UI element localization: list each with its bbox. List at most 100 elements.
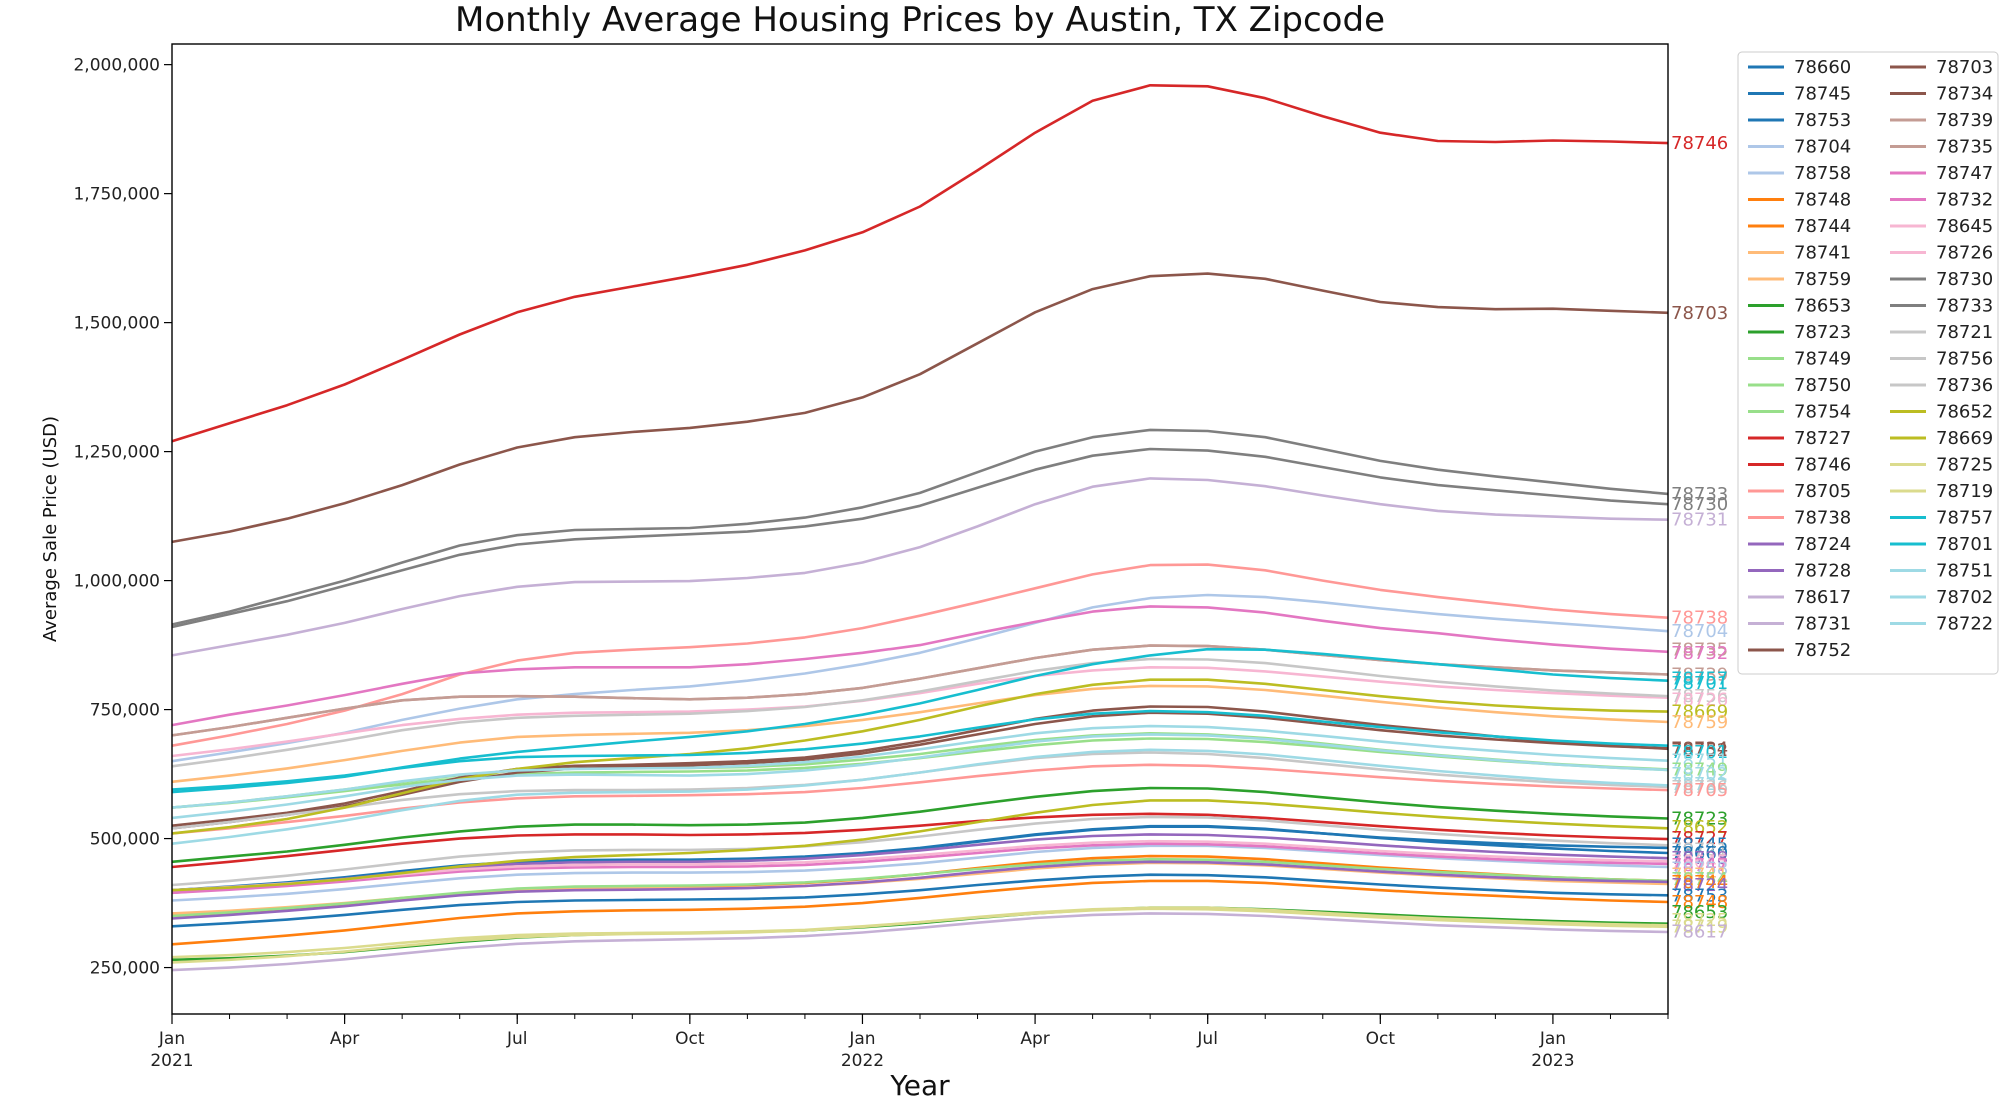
y-tick-label: 1,000,000 — [73, 572, 160, 592]
legend-label-78745: 78745 — [1794, 84, 1851, 105]
y-tick-label: 1,250,000 — [73, 443, 160, 463]
series-line-78744 — [171, 854, 1669, 918]
legend-label-78730: 78730 — [1936, 269, 1993, 290]
end-label-78732: 78732 — [1671, 643, 1728, 664]
legend-label-78735: 78735 — [1936, 137, 1993, 158]
series-line-78746 — [171, 84, 1669, 443]
legend-label-78747: 78747 — [1936, 163, 1993, 184]
series-line-78756 — [171, 657, 1669, 768]
legend-label-78741: 78741 — [1794, 243, 1851, 264]
end-label-78721: 78721 — [1671, 839, 1728, 860]
end-label-78754: 78754 — [1671, 869, 1728, 890]
legend-label-78733: 78733 — [1936, 296, 1993, 317]
end-label-78752: 78752 — [1671, 740, 1728, 761]
legend-label-78748: 78748 — [1794, 190, 1851, 211]
x-tick-label: Apr — [1020, 1029, 1049, 1049]
legend-label-78722: 78722 — [1936, 614, 1993, 635]
x-tick-year-label: 2021 — [150, 1051, 193, 1071]
legend-label-78705: 78705 — [1794, 481, 1851, 502]
x-tick-label: Oct — [1366, 1029, 1396, 1049]
legend-box — [1737, 51, 1999, 675]
end-label-78727: 78727 — [1671, 828, 1728, 849]
legend-label-78725: 78725 — [1936, 455, 1993, 476]
x-tick-year-label: 2023 — [1531, 1051, 1574, 1071]
series-line-78701 — [171, 709, 1669, 791]
series-line-78726 — [171, 666, 1669, 758]
legend-label-78732: 78732 — [1936, 190, 1993, 211]
series-line-78724 — [171, 860, 1669, 920]
legend-label-78736: 78736 — [1936, 375, 1993, 396]
end-label-78739: 78739 — [1671, 665, 1728, 686]
legend-label-78754: 78754 — [1794, 402, 1851, 423]
end-label-78753: 78753 — [1671, 885, 1728, 906]
series-line-78703 — [171, 272, 1669, 544]
end-label-78725: 78725 — [1671, 910, 1728, 931]
end-label-78703: 78703 — [1671, 303, 1728, 324]
y-tick-label: 250,000 — [90, 959, 160, 979]
series-line-78748 — [171, 879, 1669, 946]
x-axis-label: Year — [889, 1069, 950, 1102]
legend-label-78746: 78746 — [1794, 455, 1851, 476]
legend-label-78660: 78660 — [1794, 57, 1851, 78]
series-line-78753 — [171, 873, 1669, 928]
end-label-78748: 78748 — [1671, 892, 1728, 913]
end-label-78733: 78733 — [1671, 484, 1728, 505]
end-label-78747: 78747 — [1671, 855, 1728, 876]
end-label-78746: 78746 — [1671, 133, 1728, 154]
x-tick-label: Apr — [330, 1029, 359, 1049]
series-line-78702 — [171, 733, 1669, 820]
end-label-78735: 78735 — [1671, 640, 1728, 661]
series-layer — [171, 84, 1669, 972]
end-label-78660: 78660 — [1671, 843, 1728, 864]
x-tick-label: Jul — [1196, 1029, 1218, 1049]
y-axis-label: Average Sale Price (USD) — [40, 416, 61, 642]
legend-label-78724: 78724 — [1794, 534, 1851, 555]
legend-label-78645: 78645 — [1936, 216, 1993, 237]
legend-label-78702: 78702 — [1936, 587, 1993, 608]
series-line-78752 — [171, 705, 1669, 827]
series-line-78759 — [171, 684, 1669, 784]
legend-label-78701: 78701 — [1936, 534, 1993, 555]
end-label-78723: 78723 — [1671, 808, 1728, 829]
end-label-78749: 78749 — [1671, 759, 1728, 780]
y-tick-label: 1,500,000 — [73, 314, 160, 334]
y-tick-label: 1,750,000 — [73, 185, 160, 205]
legend-label-78744: 78744 — [1794, 216, 1851, 237]
x-tick-year-label: 2022 — [841, 1051, 884, 1071]
legend-label-78704: 78704 — [1794, 137, 1851, 158]
end-label-78730: 78730 — [1671, 494, 1728, 515]
legend-label-78753: 78753 — [1794, 110, 1851, 131]
legend-label-78617: 78617 — [1794, 587, 1851, 608]
end-label-78653: 78653 — [1671, 902, 1728, 923]
legend-label-78721: 78721 — [1936, 322, 1993, 343]
series-line-78645 — [171, 839, 1669, 892]
series-line-78723 — [171, 786, 1669, 864]
series-line-78754 — [171, 857, 1669, 918]
legend-label-78751: 78751 — [1936, 561, 1993, 582]
legend-label-78739: 78739 — [1936, 110, 1993, 131]
legend: 78660 78745 78753 78704 78758 78748 78744 78741… — [1737, 51, 1999, 675]
end-label-78724: 78724 — [1671, 875, 1728, 896]
end-label-78745: 78745 — [1671, 834, 1728, 855]
legend-label-78752: 78752 — [1794, 640, 1851, 661]
legend-label-78719: 78719 — [1936, 481, 1993, 502]
plot-frame — [171, 43, 1669, 1015]
end-label-78728: 78728 — [1671, 848, 1728, 869]
series-line-78730 — [171, 447, 1669, 629]
end-label-78756: 78756 — [1671, 686, 1728, 707]
legend-label-78653: 78653 — [1794, 296, 1851, 317]
end-label-78719: 78719 — [1671, 916, 1728, 937]
series-line-78751 — [171, 724, 1669, 809]
end-label-78722: 78722 — [1671, 774, 1728, 795]
end-label-78704: 78704 — [1671, 621, 1728, 642]
legend-label-78738: 78738 — [1794, 508, 1851, 529]
end-label-78705: 78705 — [1671, 780, 1728, 801]
legend-label-78728: 78728 — [1794, 561, 1851, 582]
end-label-78702: 78702 — [1671, 764, 1728, 785]
end-label-78757: 78757 — [1671, 669, 1728, 690]
legend-label-78758: 78758 — [1794, 163, 1851, 184]
legend-label-78703: 78703 — [1936, 57, 1993, 78]
legend-label-78759: 78759 — [1794, 269, 1851, 290]
legend-label-78756: 78756 — [1936, 349, 1993, 370]
